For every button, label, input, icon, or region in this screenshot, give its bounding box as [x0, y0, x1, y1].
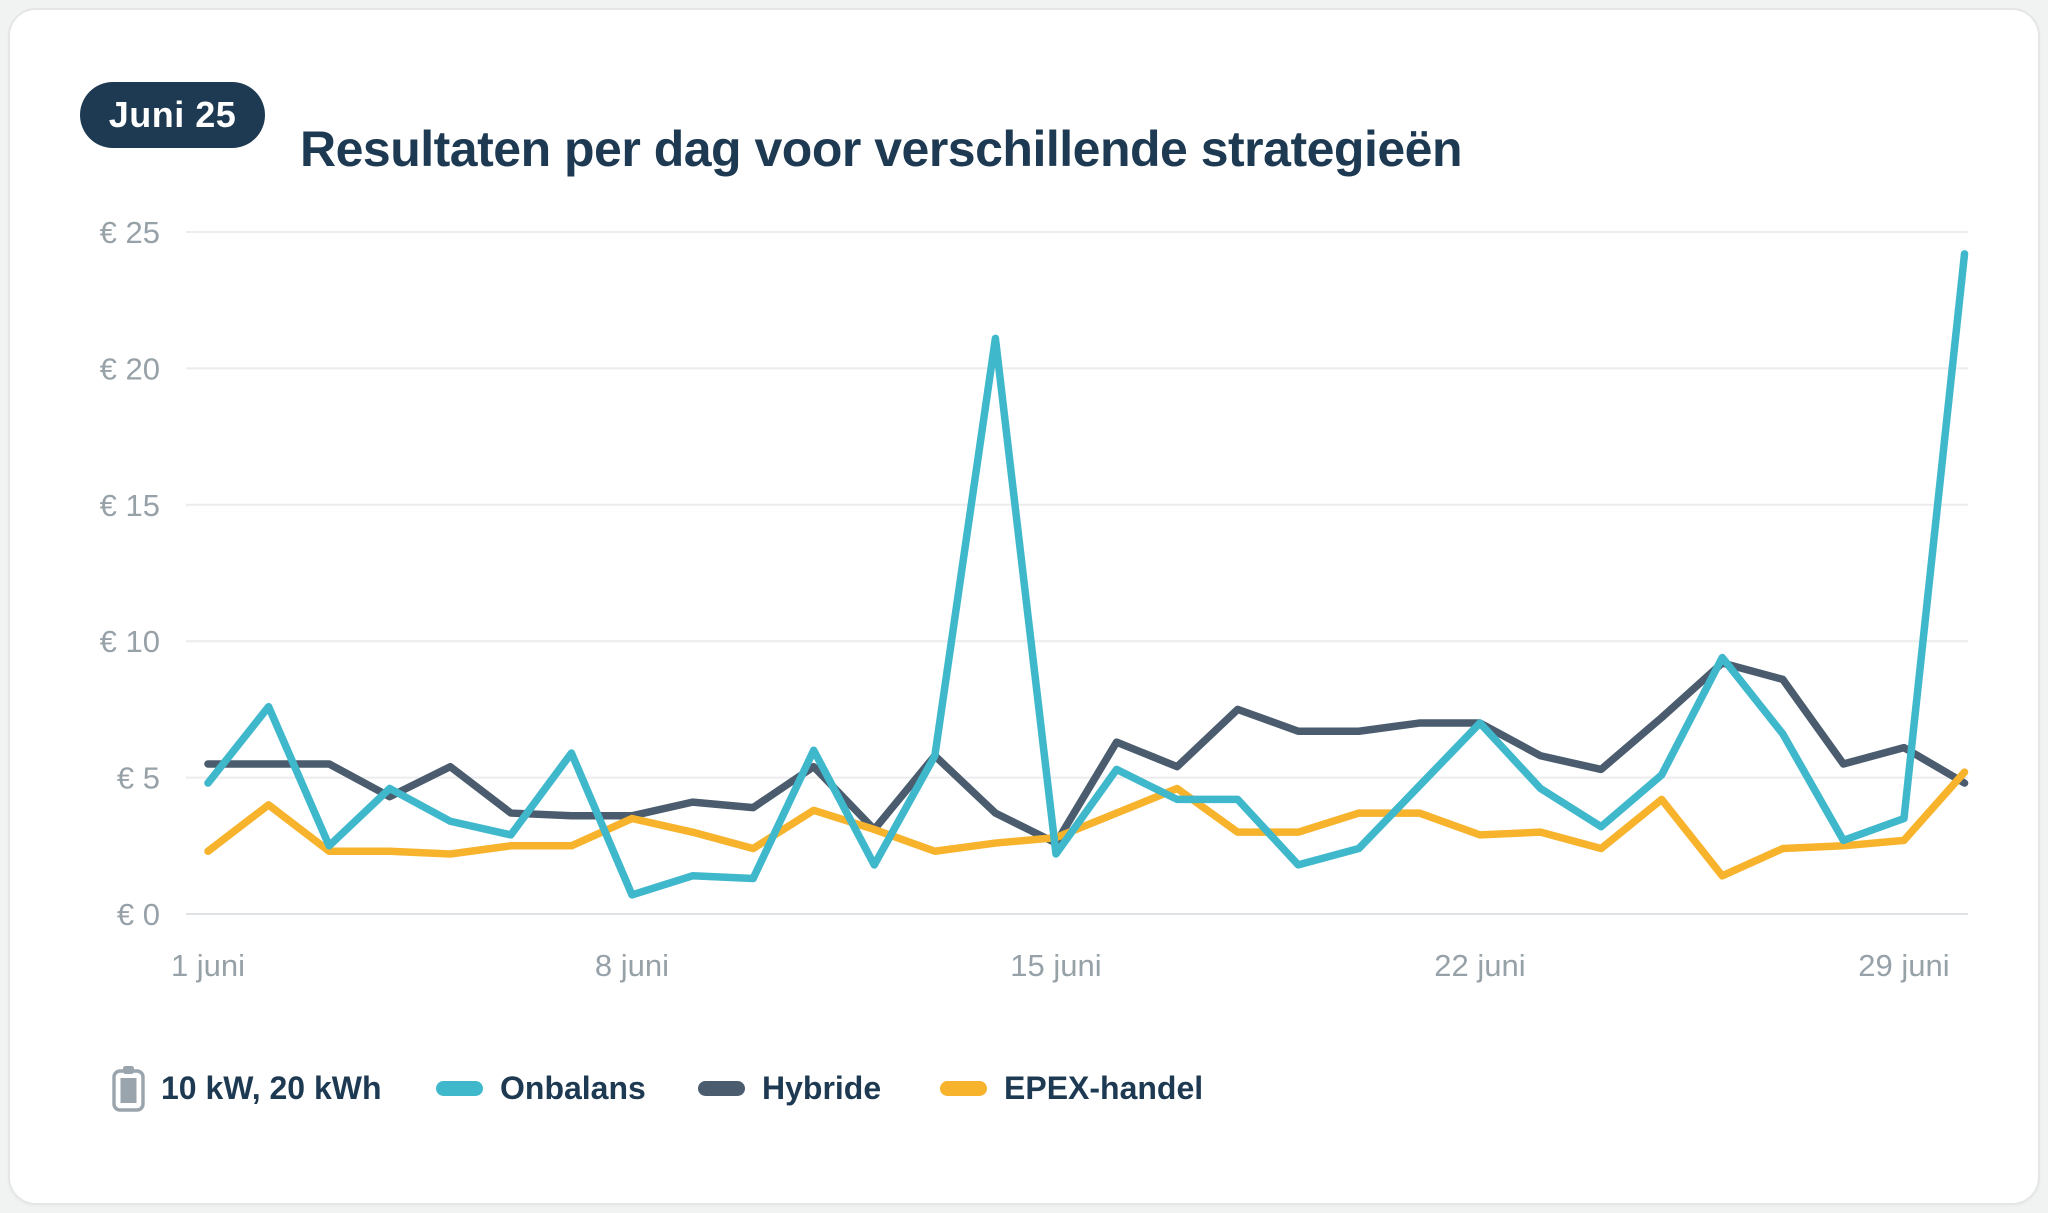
x-axis-label-29-juni: 29 juni	[1858, 948, 1949, 983]
legend-item-epex-handel[interactable]: EPEX-handel	[940, 1064, 1203, 1112]
legend-item-onbalans[interactable]: Onbalans	[436, 1064, 646, 1112]
legend-swatch-hybride	[698, 1080, 745, 1096]
x-axis-label-15-juni: 15 juni	[1010, 948, 1101, 983]
y-axis-label-25: € 25	[100, 215, 160, 250]
legend-label-onbalans: Onbalans	[500, 1069, 646, 1106]
battery-icon	[112, 1065, 145, 1112]
battery-spec: 10 kW, 20 kWh	[112, 1064, 382, 1112]
legend-label-epex-handel: EPEX-handel	[1004, 1069, 1204, 1106]
x-axis-label-1-juni: 1 juni	[171, 948, 245, 983]
series-line-onbalans[interactable]	[204, 250, 1969, 899]
x-axis-label-8-juni: 8 juni	[595, 948, 669, 983]
y-axis-label-5: € 5	[117, 761, 160, 796]
x-axis-label-22-juni: 22 juni	[1434, 948, 1525, 983]
legend-swatch-epex-handel	[940, 1080, 987, 1096]
chart-title: Resultaten per dag voor verschillende st…	[300, 120, 1463, 177]
y-axis-label-20: € 20	[100, 351, 160, 386]
series-line-hybride[interactable]	[204, 659, 1969, 847]
battery-spec-label: 10 kW, 20 kWh	[161, 1069, 382, 1106]
series-line-epex-handel[interactable]	[204, 768, 1969, 880]
legend-item-hybride[interactable]: Hybride	[698, 1064, 881, 1112]
legend-label-hybride: Hybride	[762, 1069, 882, 1106]
y-axis-label-0: € 0	[117, 897, 160, 932]
legend-swatch-onbalans	[436, 1080, 483, 1096]
month-badge: Juni 25	[80, 82, 265, 148]
chart-legend: 10 kW, 20 kWh Onbalans Hybride EPEX-handel	[0, 1064, 2048, 1112]
y-axis-label-10: € 10	[100, 624, 160, 659]
y-axis-label-15: € 15	[100, 488, 160, 523]
month-badge-label: Juni 25	[108, 94, 237, 135]
